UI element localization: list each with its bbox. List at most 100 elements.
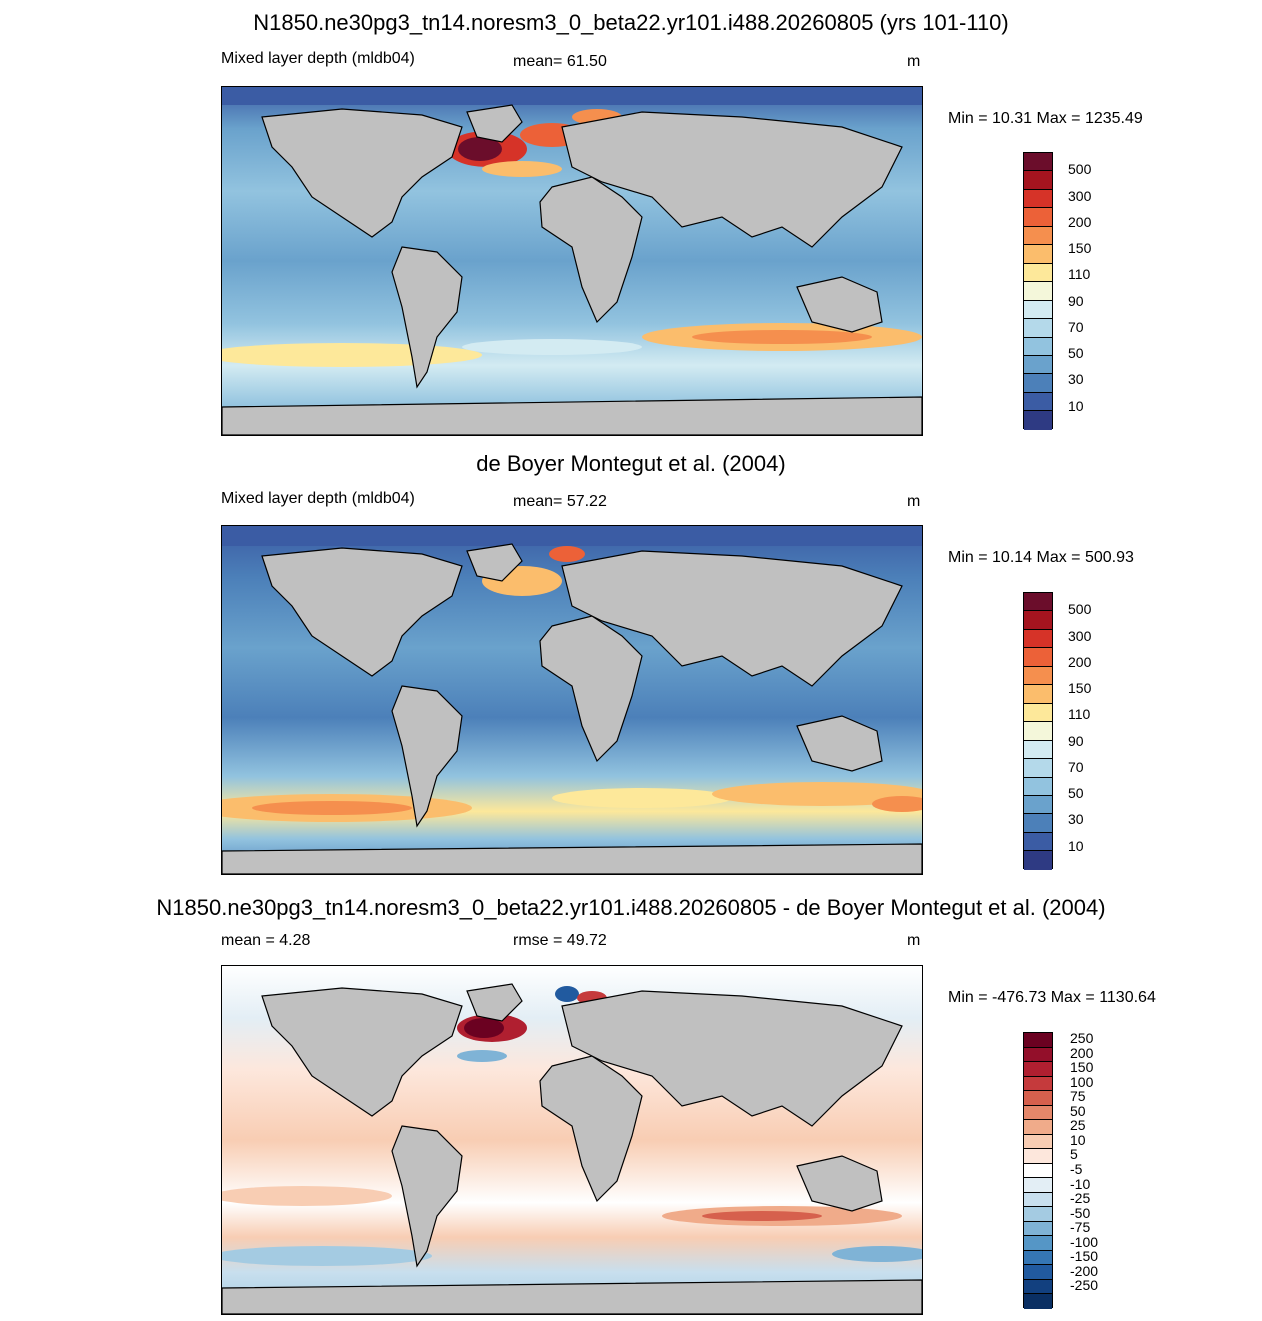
colorbar-tick-label: -150 — [1070, 1248, 1099, 1265]
colorbar-tick-label: 300 — [1068, 187, 1092, 204]
colorbar-swatch — [1024, 1047, 1052, 1063]
colorbar-swatch — [1024, 319, 1052, 338]
colorbar-swatch — [1024, 1134, 1052, 1150]
colorbar-swatch — [1024, 1207, 1052, 1222]
colorbar-swatch — [1024, 1294, 1052, 1309]
colorbar-swatch — [1024, 282, 1052, 301]
panel1-map — [221, 86, 923, 436]
colorbar-tick-label: 50 — [1068, 785, 1084, 802]
colorbar-swatch — [1024, 245, 1052, 264]
colorbar-tick-label: -5 — [1070, 1161, 1083, 1177]
panel2-colorbar — [1023, 592, 1053, 870]
colorbar-tick-label: 150 — [1068, 680, 1092, 697]
colorbar-swatch — [1024, 1279, 1052, 1295]
colorbar-swatch — [1024, 1105, 1052, 1121]
colorbar-tick-label: 200 — [1068, 213, 1092, 230]
panel1-units-label: m — [907, 53, 921, 70]
colorbar-tick-label: 300 — [1068, 627, 1092, 644]
colorbar-swatch — [1024, 189, 1052, 209]
panel3-units-label: m — [907, 932, 921, 949]
colorbar-swatch — [1024, 777, 1052, 796]
colorbar-tick-label: -50 — [1070, 1204, 1091, 1221]
panel2-mean-label: mean= 57.22 — [513, 493, 607, 510]
colorbar-swatch — [1024, 795, 1052, 815]
colorbar-tick-label: 30 — [1068, 371, 1084, 388]
colorbar-swatch — [1024, 1178, 1052, 1193]
colorbar-swatch — [1024, 740, 1052, 760]
colorbar-swatch — [1024, 1192, 1052, 1208]
colorbar-swatch — [1024, 814, 1052, 833]
colorbar-tick-label: 10 — [1070, 1131, 1086, 1148]
colorbar-tick-label: 5 — [1070, 1146, 1078, 1163]
colorbar-tick-label: -250 — [1070, 1277, 1099, 1294]
colorbar-swatch — [1024, 1076, 1052, 1092]
colorbar-swatch — [1024, 171, 1052, 190]
colorbar-swatch — [1024, 1033, 1052, 1048]
colorbar-swatch — [1024, 300, 1052, 320]
panel3-mean-label: mean = 4.28 — [221, 932, 311, 949]
colorbar-tick-label: 110 — [1068, 266, 1091, 283]
colorbar-tick-label: 25 — [1070, 1117, 1086, 1134]
colorbar-swatch — [1024, 208, 1052, 227]
colorbar-tick-label: 70 — [1068, 758, 1084, 775]
colorbar-swatch — [1024, 722, 1052, 741]
colorbar-swatch — [1024, 593, 1052, 612]
colorbar-tick-label: 150 — [1068, 240, 1092, 257]
panel3-rmse-label: rmse = 49.72 — [513, 932, 607, 949]
colorbar-tick-label: 100 — [1070, 1073, 1094, 1090]
panel3-title: N1850.ne30pg3_tn14.noresm3_0_beta22.yr10… — [156, 895, 1106, 920]
colorbar-tick-label: 10 — [1068, 397, 1084, 414]
colorbar-tick-label: 200 — [1070, 1044, 1094, 1061]
colorbar-swatch — [1024, 703, 1052, 723]
colorbar-swatch — [1024, 263, 1052, 283]
colorbar-tick-label: 50 — [1068, 345, 1084, 362]
colorbar-tick-label: 110 — [1068, 706, 1091, 723]
colorbar-tick-label: 50 — [1070, 1102, 1086, 1119]
colorbar-swatch — [1024, 1149, 1052, 1164]
colorbar-tick-label: 90 — [1068, 292, 1084, 309]
panel3-map — [221, 965, 923, 1315]
colorbar-swatch — [1024, 851, 1052, 870]
colorbar-swatch — [1024, 337, 1052, 356]
colorbar-swatch — [1024, 1265, 1052, 1280]
colorbar-swatch — [1024, 1221, 1052, 1237]
colorbar-swatch — [1024, 629, 1052, 649]
panel2-units-label: m — [907, 493, 921, 510]
colorbar-swatch — [1024, 832, 1052, 852]
colorbar-swatch — [1024, 374, 1052, 393]
colorbar-tick-label: 500 — [1068, 601, 1092, 618]
colorbar-tick-label: -75 — [1070, 1219, 1091, 1236]
colorbar-swatch — [1024, 411, 1052, 430]
colorbar-swatch — [1024, 226, 1052, 246]
colorbar-swatch — [1024, 666, 1052, 686]
colorbar-swatch — [1024, 153, 1052, 172]
colorbar-tick-label: -10 — [1070, 1175, 1091, 1192]
colorbar-tick-label: -200 — [1070, 1262, 1099, 1279]
colorbar-swatch — [1024, 1250, 1052, 1266]
panel2-variable-label: Mixed layer depth (mldb04) — [221, 490, 415, 507]
colorbar-swatch — [1024, 1236, 1052, 1251]
colorbar-swatch — [1024, 648, 1052, 667]
colorbar-tick-label: 250 — [1070, 1030, 1094, 1047]
colorbar-swatch — [1024, 759, 1052, 778]
panel1-mean-label: mean= 61.50 — [513, 53, 607, 70]
panel1-title: N1850.ne30pg3_tn14.noresm3_0_beta22.yr10… — [253, 10, 1009, 35]
colorbar-swatch — [1024, 1120, 1052, 1135]
colorbar-tick-label: 200 — [1068, 653, 1092, 670]
colorbar-swatch — [1024, 392, 1052, 412]
panel1-minmax: Min = 10.31 Max = 1235.49 — [948, 110, 1143, 127]
panel3-colorbar — [1023, 1032, 1053, 1309]
colorbar-tick-label: -100 — [1070, 1233, 1099, 1250]
panel3-minmax: Min = -476.73 Max = 1130.64 — [948, 989, 1156, 1006]
colorbar-swatch — [1024, 611, 1052, 630]
colorbar-swatch — [1024, 1091, 1052, 1106]
colorbar-swatch — [1024, 1163, 1052, 1179]
colorbar-swatch — [1024, 685, 1052, 704]
panel1-colorbar — [1023, 152, 1053, 430]
colorbar-swatch — [1024, 355, 1052, 375]
colorbar-tick-label: 75 — [1070, 1088, 1086, 1105]
colorbar-tick-label: 150 — [1070, 1059, 1094, 1076]
colorbar-tick-label: 30 — [1068, 811, 1084, 828]
colorbar-tick-label: 500 — [1068, 161, 1092, 178]
colorbar-tick-label: 90 — [1068, 732, 1084, 749]
